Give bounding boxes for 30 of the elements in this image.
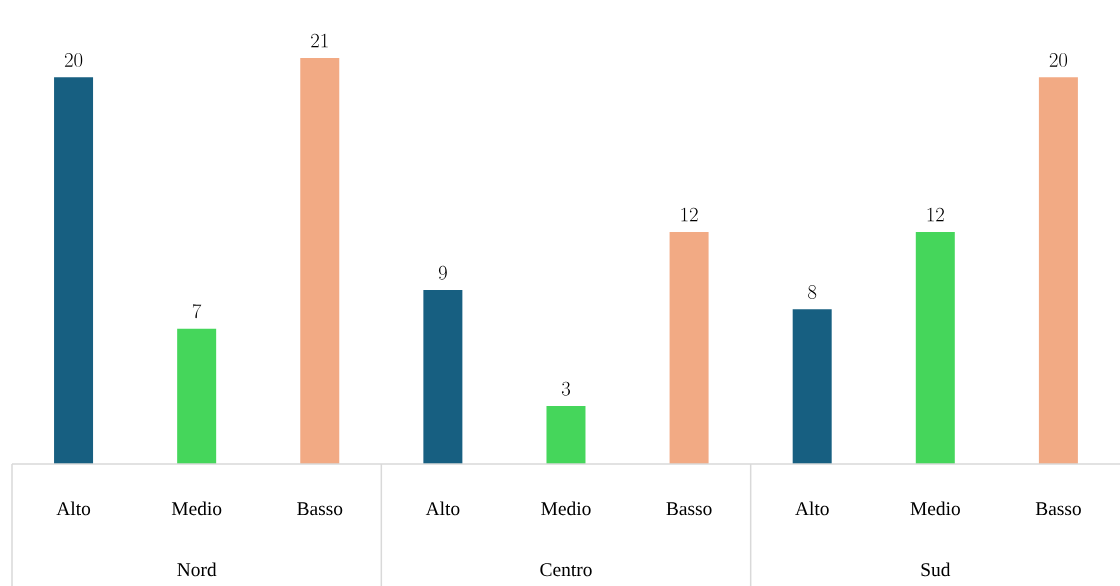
bar	[546, 406, 586, 464]
x-tick-label: Basso	[1035, 502, 1081, 516]
data-label: 8	[808, 285, 817, 299]
x-tick-label: Medio	[910, 501, 960, 516]
bar	[915, 232, 955, 464]
data-label: 9	[438, 265, 447, 280]
bar	[177, 328, 217, 464]
data-label: 20	[64, 53, 83, 67]
bar	[423, 290, 463, 464]
data-label: 7	[192, 304, 202, 319]
bar	[1038, 77, 1078, 464]
x-tick-label: Basso	[297, 502, 343, 516]
x-tick-label: Basso	[666, 502, 712, 516]
data-label: 12	[681, 207, 698, 222]
data-label: 21	[311, 33, 328, 48]
x-tick-label: Alto	[56, 501, 91, 516]
bar	[792, 309, 832, 464]
bar	[669, 232, 709, 464]
data-label: 3	[561, 381, 571, 396]
x-tick-label: Alto	[425, 501, 460, 516]
text: Centro	[540, 563, 592, 577]
data-label: 12	[927, 207, 944, 222]
data-label: 20	[1049, 53, 1068, 67]
x-tick-label: Medio	[171, 501, 222, 516]
x-tick-label: Medio	[541, 501, 591, 516]
x-tick-label: Alto	[795, 501, 829, 516]
text: Nord	[177, 562, 217, 577]
bar	[300, 57, 340, 464]
bar	[54, 77, 94, 464]
text: Sud	[921, 562, 951, 577]
